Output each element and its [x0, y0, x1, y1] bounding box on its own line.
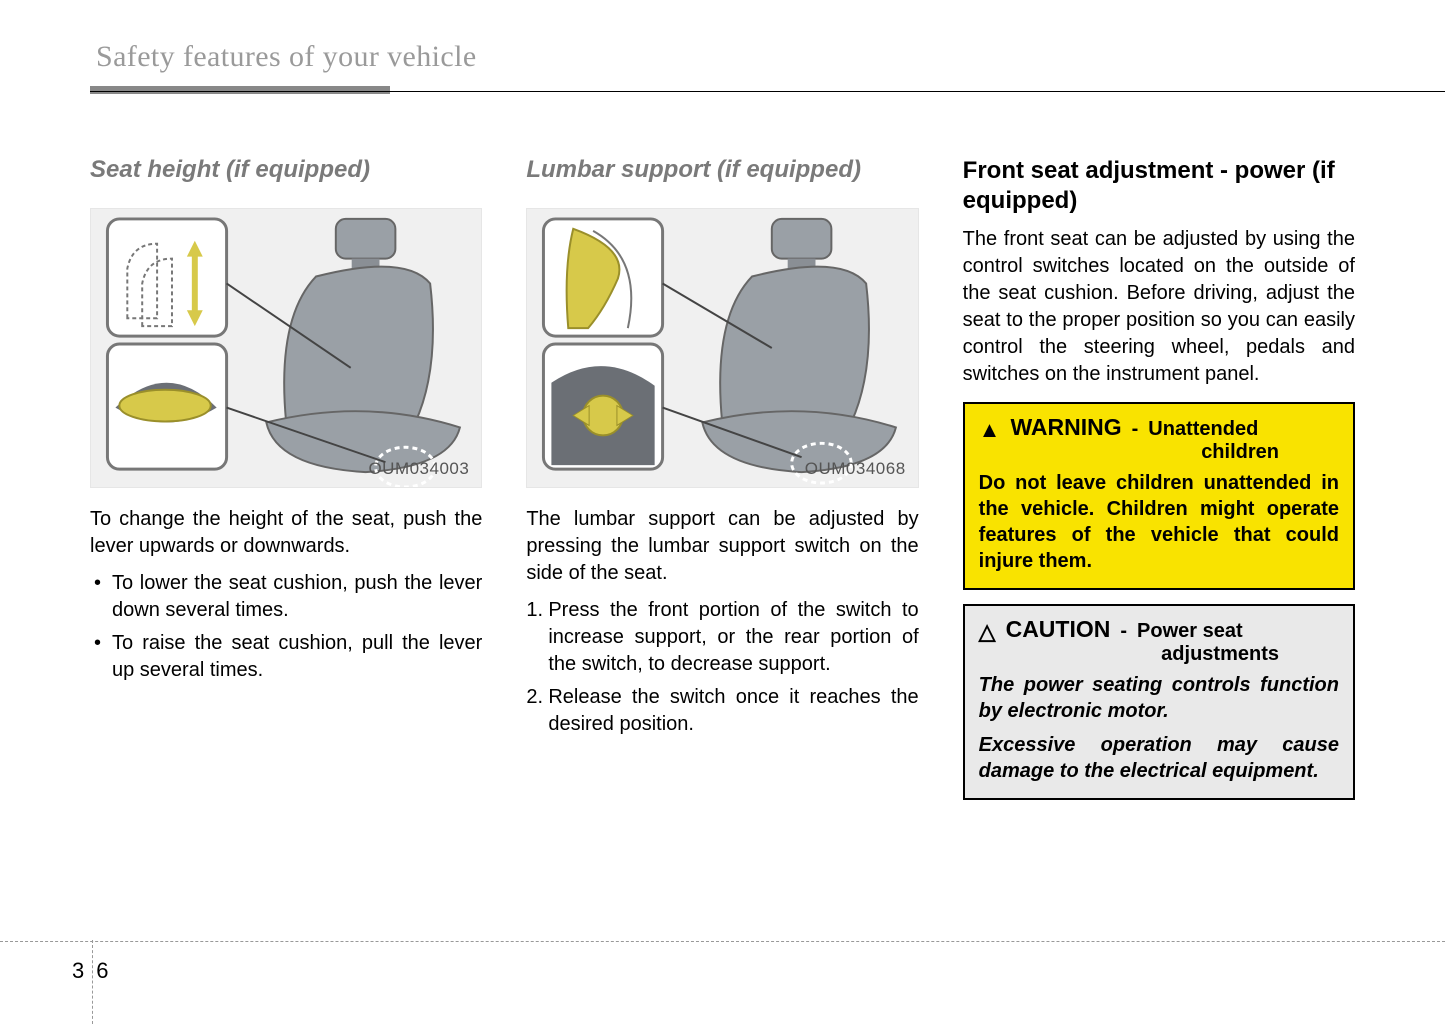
list-item: • To raise the seat cushion, pull the lev…	[90, 630, 482, 684]
list-item: 2.Release the switch once it reaches the…	[526, 684, 918, 738]
list-item: • To lower the seat cushion, push the lev…	[90, 570, 482, 624]
lumbar-illustration	[527, 209, 917, 487]
caution-box: △ CAUTION - Power seat adjustments The p…	[963, 604, 1355, 800]
page-header: Safety features of your vehicle	[90, 40, 1355, 100]
bullet-icon: •	[94, 570, 101, 597]
warning-box: ▲ WARNING - Unattended children Do not l…	[963, 402, 1355, 590]
section-number: 3	[72, 958, 84, 984]
page-in-section: 6	[96, 958, 108, 984]
lumbar-steps: 1.Press the front portion of the switch …	[526, 597, 918, 738]
caution-icon: △	[979, 621, 996, 643]
column-lumbar: Lumbar support (if equipped)	[526, 156, 918, 800]
page-number: 3 6	[72, 958, 1445, 984]
seat-height-intro: To change the height of the seat, push t…	[90, 506, 482, 560]
seat-height-bullets: • To lower the seat cushion, push the lev…	[90, 570, 482, 684]
warning-dash: -	[1132, 418, 1139, 441]
step-number: 2.	[526, 684, 543, 711]
manual-page: Safety features of your vehicle Seat hei…	[0, 0, 1445, 1026]
lumbar-figure: OUM034068	[526, 208, 918, 488]
list-item: 1.Press the front portion of the switch …	[526, 597, 918, 678]
warning-lead: WARNING	[1010, 414, 1121, 441]
warning-sub1: Unattended	[1148, 418, 1258, 441]
power-seat-title: Front seat adjustment - power (if equipp…	[963, 156, 1355, 216]
seat-height-figure-code: OUM034003	[368, 459, 469, 479]
warning-sub2: children	[979, 441, 1339, 464]
lumbar-title: Lumbar support (if equipped)	[526, 156, 918, 184]
column-seat-height: Seat height (if equipped)	[90, 156, 482, 800]
caution-body1: The power seating controls function by e…	[979, 672, 1339, 724]
caution-sub2: adjustments	[979, 643, 1339, 666]
caution-dash: -	[1120, 620, 1127, 643]
bullet-text: To raise the seat cushion, pull the leve…	[112, 632, 482, 681]
header-rule	[90, 91, 1445, 93]
caution-head: △ CAUTION - Power seat	[979, 616, 1339, 643]
bullet-icon: •	[94, 630, 101, 657]
seat-height-illustration	[91, 209, 481, 487]
power-seat-intro: The front seat can be adjusted by using …	[963, 226, 1355, 388]
step-text: Press the front portion of the switch to…	[548, 599, 918, 675]
seat-height-title: Seat height (if equipped)	[90, 156, 482, 184]
page-header-title: Safety features of your vehicle	[90, 40, 1355, 74]
content-columns: Seat height (if equipped)	[90, 156, 1355, 800]
warning-head: ▲ WARNING - Unattended	[979, 414, 1339, 441]
lumbar-intro: The lumbar support can be adjusted by pr…	[526, 506, 918, 587]
lumbar-figure-code: OUM034068	[805, 459, 906, 479]
caution-lead: CAUTION	[1006, 616, 1111, 643]
step-text: Release the switch once it reaches the d…	[548, 686, 918, 735]
bullet-text: To lower the seat cushion, push the leve…	[112, 572, 482, 621]
warning-body: Do not leave children unattended in the …	[979, 470, 1339, 574]
caution-body2: Excessive operation may cause damage to …	[979, 732, 1339, 784]
seat-height-figure: OUM034003	[90, 208, 482, 488]
warning-icon: ▲	[979, 419, 1001, 441]
column-power-seat: Front seat adjustment - power (if equipp…	[963, 156, 1355, 800]
page-footer: 3 6	[0, 941, 1445, 984]
step-number: 1.	[526, 597, 543, 624]
caution-sub1: Power seat	[1137, 620, 1243, 643]
footer-divider	[92, 940, 93, 1026]
